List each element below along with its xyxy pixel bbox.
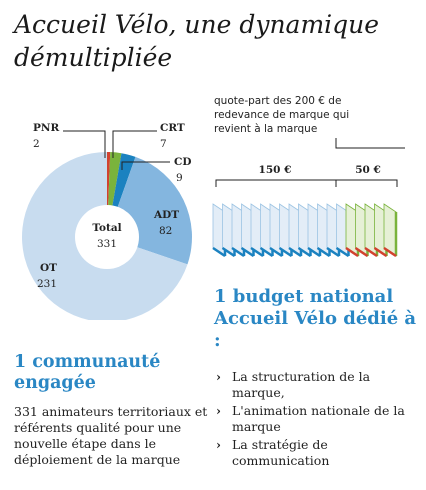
community-text: 331 animateurs territoriaux et référents…	[14, 404, 208, 467]
list-item-text: La stratégie de communication	[232, 437, 330, 468]
list-item: › La structuration de la marque,	[214, 369, 419, 401]
page-title: Accueil Vélo, une dynamique démultipliée	[14, 10, 380, 72]
community-heading: 1 communauté engagée	[14, 352, 161, 393]
pnr-leader-line	[63, 130, 106, 158]
list-item-text: L'animation nationale de la marque	[232, 403, 405, 434]
card-bottom-edge	[364, 246, 378, 258]
chevron-icon: ›	[216, 403, 221, 418]
slice-label-ot: OT	[40, 262, 57, 274]
budget-list: › La structuration de la marque, › L'anima…	[214, 369, 419, 471]
budget-cards-graphic: 150 € 50 €	[212, 138, 405, 258]
card-bottom-edge	[335, 246, 350, 258]
card-bottom-edge	[307, 246, 321, 258]
card-bottom-edge	[269, 246, 283, 258]
donut-chart: Total 331 PNR 2 CRT 7 CD 9 ADT 82 OT 231	[22, 122, 192, 320]
slice-value-adt: 82	[159, 225, 172, 237]
card-bottom-edge	[316, 246, 331, 258]
crt-leader-line	[112, 130, 157, 158]
quote-part-note: quote-part des 200 € de redevance de mar…	[214, 95, 350, 135]
list-item: › La stratégie de communication	[214, 437, 419, 469]
card-bottom-edge	[373, 246, 388, 258]
slice-value-pnr: 2	[33, 138, 40, 150]
slice-label-pnr: PNR	[33, 122, 59, 134]
card-bottom-edge	[288, 246, 302, 258]
card-bottom-edge	[259, 246, 274, 258]
slice-value-cd: 9	[176, 172, 183, 184]
amount-150: 150 €	[259, 164, 292, 176]
cd-leader-line	[121, 161, 170, 170]
budget-heading: 1 budget national Accueil Vélo dédié à :	[214, 286, 417, 351]
card-bottom-edge	[278, 246, 293, 258]
list-item-text: La structuration de la marque,	[232, 369, 371, 400]
slice-label-adt: ADT	[153, 209, 179, 221]
note-bracket	[335, 138, 405, 149]
slice-value-ot: 231	[37, 278, 57, 290]
amount-50: 50 €	[355, 164, 381, 176]
donut-hole	[75, 205, 139, 269]
card-stack	[212, 203, 398, 258]
card-bottom-edge	[297, 246, 312, 258]
slice-label-crt: CRT	[160, 122, 185, 134]
card-bottom-edge	[345, 246, 359, 258]
card-bottom-edge	[212, 246, 226, 258]
card-bottom-edge	[231, 246, 245, 258]
card-bottom-edge	[354, 246, 369, 258]
chevron-icon: ›	[216, 369, 221, 384]
center-label: Total	[92, 222, 121, 234]
card-bottom-edge	[383, 246, 397, 258]
card-bottom-edge	[250, 246, 264, 258]
card-bottom-edge	[240, 246, 255, 258]
list-item: › L'animation nationale de la marque	[214, 403, 419, 435]
card-bottom-edge	[221, 246, 236, 258]
amount-bracket	[215, 179, 398, 187]
slice-label-cd: CD	[174, 156, 191, 168]
chevron-icon: ›	[216, 437, 221, 452]
card-bottom-edge	[326, 246, 340, 258]
slice-value-crt: 7	[160, 138, 167, 150]
center-total: 331	[97, 238, 117, 250]
